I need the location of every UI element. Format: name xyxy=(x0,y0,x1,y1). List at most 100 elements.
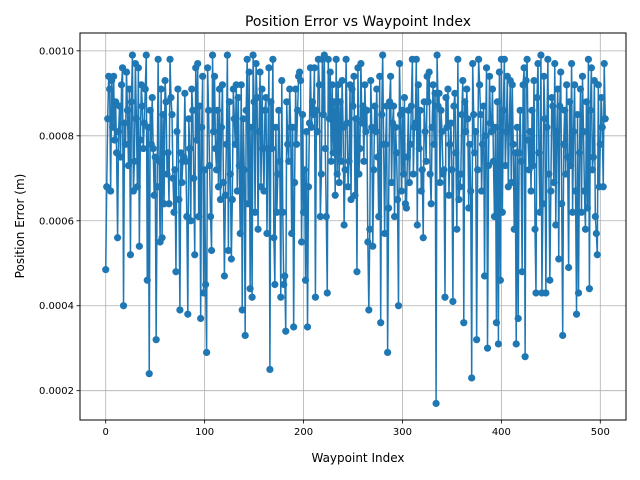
data-point xyxy=(263,229,271,238)
data-point xyxy=(473,336,481,344)
data-point xyxy=(111,136,119,144)
data-point xyxy=(190,174,198,182)
data-point xyxy=(405,178,413,187)
data-point xyxy=(524,136,532,144)
data-point xyxy=(534,59,542,68)
data-point xyxy=(544,55,552,63)
data-point xyxy=(279,208,287,216)
data-point xyxy=(212,166,221,174)
data-point xyxy=(193,136,201,144)
data-point xyxy=(588,166,596,174)
data-point xyxy=(280,280,288,289)
data-point xyxy=(321,144,329,153)
data-point xyxy=(157,85,165,93)
data-point xyxy=(209,127,218,136)
data-point xyxy=(225,98,233,106)
data-point xyxy=(170,208,178,216)
data-point xyxy=(116,153,125,161)
data-point xyxy=(338,76,346,85)
data-point xyxy=(164,149,172,157)
data-point xyxy=(342,55,350,63)
data-point xyxy=(213,106,222,114)
data-point xyxy=(567,161,575,170)
data-point xyxy=(471,149,479,157)
data-point xyxy=(592,229,600,238)
data-point xyxy=(194,59,202,68)
data-point xyxy=(599,183,607,191)
data-point xyxy=(304,183,313,191)
x-axis-label: Waypoint Index xyxy=(311,451,404,465)
data-point xyxy=(493,98,502,106)
data-point xyxy=(357,59,365,68)
data-point xyxy=(578,72,587,80)
data-point xyxy=(216,195,225,204)
data-point xyxy=(178,178,186,187)
data-point xyxy=(421,127,429,136)
data-point xyxy=(564,153,572,161)
data-point xyxy=(364,238,372,246)
data-point xyxy=(492,319,501,327)
data-point xyxy=(591,212,599,221)
data-point xyxy=(167,93,175,102)
data-point xyxy=(374,153,382,161)
data-point xyxy=(267,98,275,106)
data-point xyxy=(441,293,449,301)
data-point xyxy=(485,72,494,80)
data-point xyxy=(565,263,573,272)
data-point xyxy=(230,115,238,123)
data-point xyxy=(536,208,544,216)
data-point xyxy=(532,289,540,297)
data-point xyxy=(539,200,547,208)
data-point xyxy=(572,310,581,318)
data-point xyxy=(551,59,559,68)
data-point xyxy=(330,98,338,106)
data-point xyxy=(600,59,608,68)
data-point xyxy=(529,161,537,170)
data-point xyxy=(295,68,304,76)
data-point xyxy=(171,166,179,174)
data-point xyxy=(126,251,135,259)
data-point xyxy=(286,85,294,93)
data-point xyxy=(120,119,129,127)
data-point xyxy=(207,246,216,255)
data-point xyxy=(586,106,594,114)
data-point xyxy=(366,225,374,233)
data-point xyxy=(150,191,158,199)
data-series xyxy=(102,51,609,408)
data-point xyxy=(527,187,535,195)
data-point xyxy=(365,306,373,314)
data-point xyxy=(413,221,421,229)
x-tick-label: 100 xyxy=(195,427,214,438)
data-point xyxy=(386,72,395,80)
y-tick-label: 0.0010 xyxy=(39,46,74,57)
data-point xyxy=(442,93,450,102)
data-point xyxy=(122,68,131,76)
data-point xyxy=(577,208,586,216)
data-point xyxy=(459,76,467,85)
data-point xyxy=(391,123,400,131)
data-point xyxy=(271,280,279,289)
data-point xyxy=(520,64,528,72)
data-point xyxy=(159,110,167,119)
data-point xyxy=(162,98,170,106)
data-point xyxy=(563,81,571,89)
data-point xyxy=(460,319,468,327)
data-point xyxy=(144,123,152,131)
data-point xyxy=(128,51,137,59)
data-point xyxy=(195,212,203,221)
data-point xyxy=(464,115,472,123)
data-point xyxy=(402,204,411,212)
data-point xyxy=(169,174,177,182)
data-point xyxy=(285,157,293,165)
data-point xyxy=(509,140,517,148)
data-point xyxy=(598,123,606,131)
data-point xyxy=(375,212,383,221)
data-point xyxy=(593,251,601,259)
data-point xyxy=(148,93,156,102)
data-point xyxy=(451,89,459,97)
data-point xyxy=(125,85,134,93)
data-point xyxy=(351,191,359,199)
data-point xyxy=(436,178,444,187)
data-point xyxy=(494,340,502,348)
data-point xyxy=(291,178,299,187)
